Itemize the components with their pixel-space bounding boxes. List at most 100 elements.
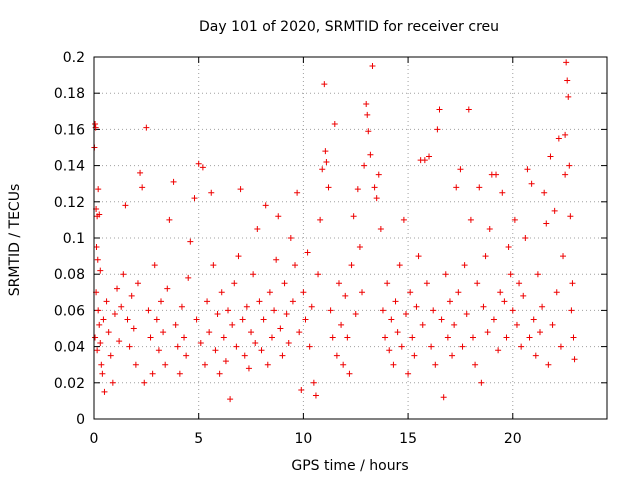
data-point <box>145 307 152 314</box>
data-point <box>530 316 537 323</box>
data-point <box>260 316 267 323</box>
data-point <box>195 160 202 167</box>
data-point <box>560 253 567 260</box>
data-point <box>459 343 466 350</box>
data-point <box>520 292 527 299</box>
data-point <box>534 271 541 278</box>
data-point <box>486 225 493 232</box>
plot-frame <box>93 56 608 420</box>
data-point <box>449 352 456 359</box>
data-point <box>245 365 252 372</box>
data-point <box>277 325 284 332</box>
data-point <box>451 321 458 328</box>
data-point <box>555 135 562 142</box>
data-point <box>197 339 204 346</box>
data-point <box>96 321 103 328</box>
data-point <box>543 220 550 227</box>
data-point <box>390 361 397 368</box>
data-point <box>308 303 315 310</box>
data-point <box>367 151 374 158</box>
data-point <box>562 131 569 138</box>
data-point <box>191 195 198 202</box>
data-point <box>386 347 393 354</box>
data-point <box>570 334 577 341</box>
data-point <box>388 316 395 323</box>
data-point <box>212 347 219 354</box>
data-point <box>465 106 472 113</box>
data-point <box>317 216 324 223</box>
data-point <box>124 316 131 323</box>
data-point <box>162 361 169 368</box>
data-point <box>476 184 483 191</box>
data-point <box>275 213 282 220</box>
data-point <box>96 211 103 218</box>
data-point <box>243 303 250 310</box>
data-point <box>371 184 378 191</box>
data-point <box>421 157 428 164</box>
y-tick-label: 0 <box>76 412 85 428</box>
data-point <box>279 352 286 359</box>
data-point <box>369 63 376 70</box>
data-point <box>141 379 148 386</box>
data-point <box>273 256 280 263</box>
data-point <box>430 307 437 314</box>
data-point <box>268 334 275 341</box>
data-point <box>218 289 225 296</box>
y-tick-label: 0.1 <box>63 231 85 247</box>
data-point <box>306 343 313 350</box>
data-point <box>436 106 443 113</box>
data-point <box>415 253 422 260</box>
data-point <box>174 343 181 350</box>
data-point <box>516 280 523 287</box>
data-point <box>300 289 307 296</box>
data-point <box>394 329 401 336</box>
data-point <box>315 271 322 278</box>
data-point <box>254 225 261 232</box>
data-point <box>379 307 386 314</box>
data-point <box>490 316 497 323</box>
data-point <box>563 59 570 66</box>
data-point <box>359 289 366 296</box>
data-point <box>518 343 525 350</box>
data-point <box>225 307 232 314</box>
data-point <box>216 370 223 377</box>
data-point <box>193 316 200 323</box>
data-point <box>335 280 342 287</box>
data-point <box>363 101 370 108</box>
data-point <box>356 244 363 251</box>
data-point <box>522 235 529 241</box>
data-point <box>423 280 430 287</box>
data-point <box>361 162 368 169</box>
data-point <box>105 329 112 336</box>
data-point <box>547 153 554 160</box>
data-point <box>101 388 108 395</box>
data-point <box>285 339 292 346</box>
data-point <box>220 334 227 341</box>
data-point <box>109 379 116 386</box>
data-point <box>323 158 330 165</box>
y-tick-label: 0.18 <box>54 86 85 102</box>
data-point <box>235 253 242 260</box>
y-tick-label: 0.16 <box>54 122 85 138</box>
data-point <box>231 280 238 287</box>
data-point <box>114 285 121 292</box>
data-point <box>495 347 502 354</box>
data-point <box>97 339 104 346</box>
data-point <box>287 235 294 241</box>
data-point <box>227 396 234 403</box>
data-point <box>222 358 229 365</box>
data-point <box>396 262 403 269</box>
data-point <box>551 207 558 214</box>
data-point <box>434 126 441 133</box>
chart-title: Day 101 of 2020, SRMTID for receiver cre… <box>199 19 499 35</box>
data-point <box>120 271 127 278</box>
data-point <box>304 249 311 256</box>
data-point <box>183 352 190 359</box>
data-point <box>566 162 573 169</box>
data-point <box>568 307 575 314</box>
data-point <box>92 120 99 127</box>
y-tick-label: 0.2 <box>63 50 85 66</box>
data-point <box>241 352 248 359</box>
data-point <box>325 184 332 191</box>
